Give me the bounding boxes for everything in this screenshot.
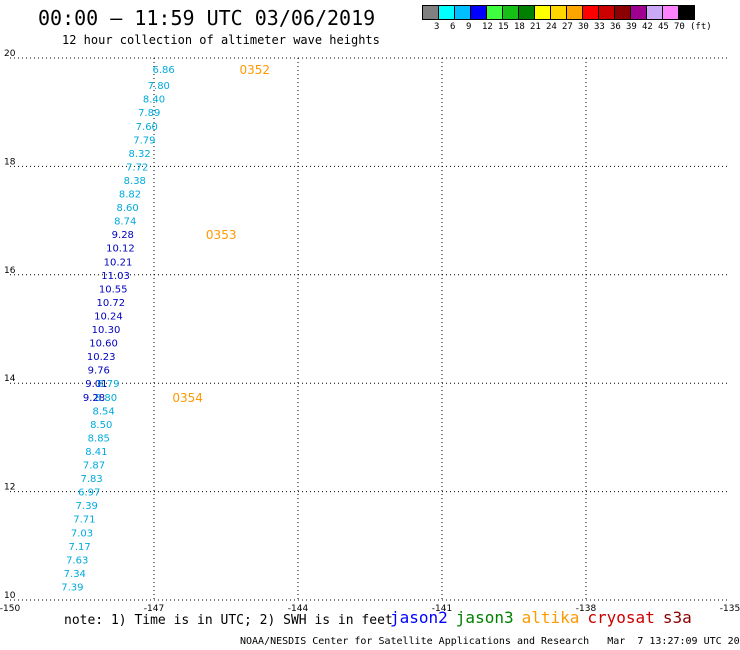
color-scale-label: 15	[498, 22, 509, 32]
color-scale-label: 45	[658, 22, 669, 32]
legend-entry-jason3: jason3	[455, 608, 514, 627]
x-tick-label: -144	[288, 604, 309, 614]
y-tick-label: 16	[4, 266, 16, 276]
wave-height-value: 8.82	[119, 190, 141, 201]
wave-height-value: 7.34	[64, 569, 86, 580]
chart-title: 00:00 – 11:59 UTC 03/06/2019	[38, 6, 376, 30]
color-scale-label: 18	[514, 22, 525, 32]
wave-height-value: 7.89	[138, 108, 160, 119]
satellite-legend: jason2 jason3 altika cryosat s3a	[390, 608, 700, 627]
color-scale-label: 39	[626, 22, 637, 32]
credit-line: NOAA/NESDIS Center for Satellite Applica…	[240, 636, 740, 647]
wave-height-value: 8.38	[124, 176, 146, 187]
color-scale-label: 36	[610, 22, 621, 32]
wave-height-value: 10.23	[87, 352, 116, 363]
wave-height-value: 8.60	[116, 203, 138, 214]
wave-height-value: 10.60	[89, 339, 118, 350]
wave-height-value: 7.79	[133, 135, 155, 146]
wave-height-value: 7.71	[73, 515, 95, 526]
wave-height-value: 8.74	[114, 217, 136, 228]
x-tick-label: -135	[720, 604, 740, 614]
wave-height-value: 7.03	[71, 528, 93, 539]
legend-entry-cryosat: cryosat	[587, 608, 655, 627]
color-scale-label: 42	[642, 22, 653, 32]
wave-height-value: 9.28	[112, 230, 134, 241]
color-scale-label: 24	[546, 22, 557, 32]
color-scale-label: (ft)	[690, 22, 712, 32]
y-tick-label: 12	[4, 483, 15, 493]
x-tick-label: -147	[144, 604, 164, 614]
units-note: note: 1) Time is in UTC; 2) SWH is in fe…	[64, 613, 393, 628]
color-scale-label: 33	[594, 22, 605, 32]
y-tick-label: 10	[4, 591, 16, 601]
pass-time-annotation: 0352	[240, 63, 271, 77]
color-scale-label: 70	[674, 22, 685, 32]
color-scale-labels: 3 6 9 12 15 18 21 24 27 30 33 36 39 42 45 70 (ft)	[422, 22, 740, 34]
wave-height-value: 7.17	[68, 542, 90, 553]
wave-height-value: 9.28	[83, 393, 105, 404]
wave-height-value: 8.85	[88, 433, 110, 444]
x-tick-label: -141	[432, 604, 452, 614]
wave-height-value: 8.32	[128, 149, 150, 160]
legend-entry-s3a: s3a	[662, 608, 692, 627]
wave-height-value: 10.30	[92, 325, 121, 336]
wave-height-value: 10.72	[96, 298, 125, 309]
color-scale-label: 27	[562, 22, 573, 32]
wave-height-value: 11.03	[101, 271, 130, 282]
legend-entry-altika: altika	[521, 608, 580, 627]
legend-entry-jason2: jason2	[390, 608, 448, 627]
y-tick-label: 20	[4, 49, 16, 59]
wave-height-value: 8.54	[92, 406, 114, 417]
wave-height-value: 7.80	[148, 81, 170, 92]
wave-height-value: 8.80	[95, 393, 117, 404]
chart-subtitle: 12 hour collection of altimeter wave hei…	[62, 33, 380, 47]
pass-time-annotation: 0353	[206, 228, 237, 242]
wave-height-value: 8.50	[90, 420, 112, 431]
wave-height-value: 7.39	[61, 582, 83, 593]
color-scale-label: 30	[578, 22, 589, 32]
wave-height-value: 7.39	[76, 501, 98, 512]
wave-height-value: 10.21	[104, 257, 133, 268]
color-scale-bar	[422, 5, 695, 20]
color-scale-label: 9	[466, 22, 472, 32]
color-swatch	[678, 5, 695, 20]
wave-height-value: 9.76	[88, 366, 110, 377]
color-scale-label: 6	[450, 22, 456, 32]
wave-height-value: 7.87	[83, 461, 105, 472]
wave-height-value: 7.83	[80, 474, 102, 485]
wave-height-value: 7.60	[136, 122, 158, 133]
wave-height-value: 10.12	[106, 244, 135, 255]
color-scale-label: 12	[482, 22, 493, 32]
wave-height-value: 8.40	[143, 95, 165, 106]
y-tick-label: 18	[4, 157, 16, 167]
color-scale-label: 21	[530, 22, 541, 32]
color-scale-label: 3	[434, 22, 440, 32]
wave-height-value: 10.24	[94, 311, 123, 322]
wave-height-value: 7.72	[126, 162, 148, 173]
wave-height-value: 8.41	[85, 447, 107, 458]
wave-height-value: 6.86	[152, 65, 174, 76]
y-tick-label: 14	[4, 374, 16, 384]
wave-height-value: 10.55	[99, 284, 128, 295]
x-tick-label: -138	[576, 604, 597, 614]
x-tick-label: -150	[0, 604, 20, 614]
wave-height-value: 9.01	[85, 379, 107, 390]
wave-height-value: 7.63	[66, 555, 88, 566]
wave-height-value: 6.97	[78, 488, 100, 499]
pass-time-annotation: 0354	[172, 391, 203, 405]
wave-height-value: 8.79	[97, 379, 119, 390]
